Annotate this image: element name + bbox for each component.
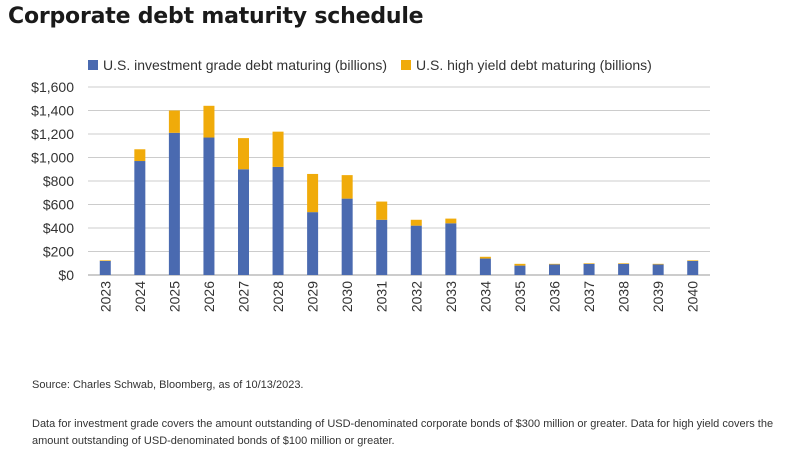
x-tick-label: 2024 [132,281,148,312]
x-tick-label: 2040 [685,281,701,312]
y-axis-ticks: $0 $200 $400 $600 $800 $1,000 $1,200 $1,400 $1,6… [31,79,74,283]
bar-high-yield [238,138,249,170]
legend-item-high-yield: U.S. high yield debt maturing (billions) [401,57,652,73]
bar-high-yield [99,260,111,261]
bar-investment-grade [652,264,664,275]
x-tick-label: 2023 [97,281,113,312]
y-tick-label: $800 [43,173,74,189]
x-tick-label: 2026 [201,281,217,312]
legend-swatch-high-yield [401,60,412,70]
chart-plot: $0 $200 $400 $600 $800 $1,000 $1,200 $1,400 $1,6… [31,79,710,312]
bar-high-yield [618,263,630,264]
y-tick-label: $400 [43,220,74,236]
x-tick-label: 2025 [166,281,182,312]
x-tick-label: 2028 [270,281,286,312]
y-tick-label: $1,600 [31,79,74,95]
bar-investment-grade [549,264,560,275]
x-tick-label: 2029 [305,281,321,312]
x-tick-label: 2038 [616,281,632,312]
source-note: Source: Charles Schwab, Bloomberg, as of… [32,379,304,391]
chart-title: Corporate debt maturity schedule [8,4,424,29]
x-tick-label: 2034 [477,281,493,312]
bar-investment-grade [583,263,595,275]
x-tick-label: 2027 [236,281,252,312]
legend-label-investment-grade: U.S. investment grade debt maturing (bil… [103,57,388,73]
bar-investment-grade [410,225,422,275]
chart-legend: U.S. investment grade debt maturing (bil… [88,57,666,73]
bar-high-yield [479,256,491,259]
x-tick-label: 2031 [374,281,390,312]
bar-investment-grade [168,132,180,275]
y-tick-label: $200 [43,244,74,260]
bar-high-yield [307,173,319,213]
legend-label-high-yield: U.S. high yield debt maturing (billions) [416,57,652,73]
x-axis-ticks: 2023 2024 2025 2026 2027 2028 2029 2030 2031 2032… [97,281,700,312]
bar-high-yield [549,263,560,265]
bar-high-yield [652,263,664,265]
bar-high-yield [341,175,353,199]
bar-high-yield [687,260,699,261]
bar-high-yield [583,263,595,264]
bar-high-yield [514,263,526,266]
x-tick-label: 2036 [547,281,563,312]
bar-high-yield [203,105,215,138]
y-tick-label: $1,400 [31,103,74,119]
bar-high-yield [376,201,388,220]
x-tick-label: 2035 [512,281,528,312]
legend-item-investment-grade: U.S. investment grade debt maturing (bil… [88,57,387,73]
bar-investment-grade [341,198,353,275]
bar-investment-grade [514,265,526,275]
y-tick-label: $1,200 [31,126,74,142]
bar-investment-grade [238,169,249,275]
y-tick-label: $600 [43,197,74,213]
y-tick-label: $0 [58,267,74,283]
bar-investment-grade [272,166,284,275]
legend-swatch-investment-grade [88,60,98,70]
bar-investment-grade [479,258,491,275]
x-tick-label: 2033 [443,281,459,312]
bar-high-yield [272,131,284,167]
y-tick-label: $1,000 [31,150,74,166]
bar-high-yield [445,218,457,224]
bar-investment-grade [203,137,215,275]
bar-high-yield [168,110,180,133]
bar-investment-grade [376,219,388,275]
x-tick-label: 2037 [581,281,597,312]
bar-investment-grade [618,263,630,275]
x-tick-label: 2032 [408,281,424,312]
bar-high-yield [410,219,422,226]
bar-high-yield [134,149,146,162]
bar-investment-grade [134,161,146,275]
x-tick-label: 2030 [339,281,355,312]
bar-investment-grade [99,260,111,275]
gridlines [88,86,710,276]
bars [99,105,699,275]
footnote: Data for investment grade covers the amo… [32,418,774,447]
bar-investment-grade [687,260,699,275]
bar-investment-grade [307,212,319,275]
bar-investment-grade [445,223,457,275]
x-tick-label: 2039 [650,281,666,312]
